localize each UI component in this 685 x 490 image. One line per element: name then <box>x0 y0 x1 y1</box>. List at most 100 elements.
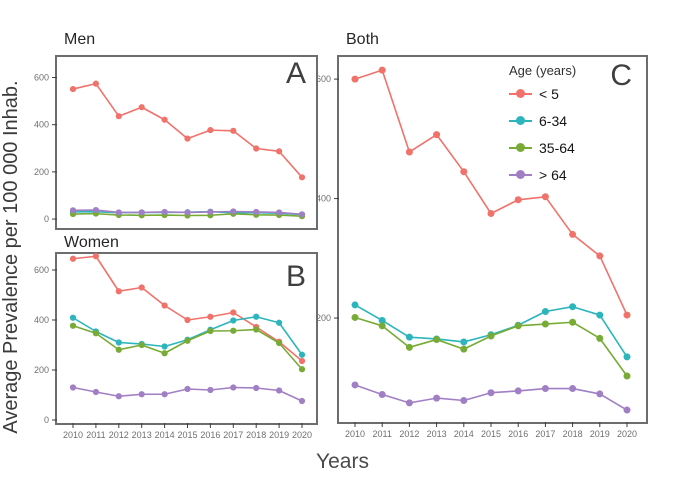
data-point <box>138 391 145 398</box>
y-tick: 400 <box>34 120 57 130</box>
data-point <box>115 209 122 216</box>
data-point <box>351 301 359 309</box>
both-series-3 <box>351 381 631 414</box>
legend-label-35-64: 35-64 <box>539 139 575 156</box>
y-tick: 600 <box>34 265 57 275</box>
data-point <box>487 332 495 340</box>
x-tick-label: 2019 <box>269 430 289 440</box>
women-series-2 <box>69 322 306 373</box>
legend-item-over-64: > 64 <box>509 161 576 188</box>
x-tick: 2015 <box>481 422 501 439</box>
data-point <box>460 338 468 346</box>
women-series-3 <box>69 384 306 405</box>
data-point <box>487 210 495 218</box>
y-tick: 200 <box>34 365 57 375</box>
panel-title-men: Men <box>64 31 96 48</box>
data-point <box>541 385 549 393</box>
x-tick: 2011 <box>373 422 392 439</box>
data-point <box>596 390 604 398</box>
data-point <box>161 343 168 350</box>
legend-item-6-34: 6-34 <box>509 107 576 134</box>
data-point <box>541 320 549 328</box>
data-point <box>351 75 359 83</box>
y-tick-label: 600 <box>34 73 49 83</box>
data-point <box>207 127 214 134</box>
data-point <box>596 334 604 342</box>
x-tick-label: 2012 <box>399 429 419 439</box>
data-point <box>541 307 549 315</box>
data-point <box>69 322 77 329</box>
x-tick-label: 2016 <box>200 430 220 440</box>
data-point <box>623 372 631 380</box>
data-point <box>569 230 577 238</box>
data-point <box>351 381 359 389</box>
data-point <box>276 387 283 394</box>
men-series-0 <box>69 80 306 181</box>
x-tick: 2014 <box>454 422 474 439</box>
x-tick-label: 2014 <box>155 430 175 440</box>
data-point <box>138 209 145 216</box>
x-tick-label: 2014 <box>454 429 474 439</box>
x-tick: 2013 <box>132 423 152 440</box>
data-point <box>230 327 237 334</box>
y-tick-label: 200 <box>34 365 49 375</box>
data-point <box>184 337 191 344</box>
panel-letter-a: A <box>285 57 306 90</box>
data-point <box>405 148 413 156</box>
data-point <box>184 209 191 216</box>
panel-women-box: 0 200 400 600 2010 2011 2012 2013 2014 2015 2016 20… <box>34 252 318 440</box>
y-tick: 600 <box>316 74 339 84</box>
y-tick-label: 200 <box>34 167 49 177</box>
both-plot: 200 400 600 2010 2011 2012 2013 2014 2015 2016 201… <box>316 66 637 439</box>
data-point <box>623 406 631 414</box>
data-point <box>230 208 237 215</box>
legend-label-under-5: < 5 <box>539 85 559 102</box>
data-point <box>378 66 386 74</box>
data-point <box>92 253 99 260</box>
x-axis-title: Years <box>316 450 369 473</box>
men-series-3 <box>69 206 306 218</box>
legend-label-6-34: 6-34 <box>539 112 568 129</box>
data-point <box>276 209 283 216</box>
data-point <box>115 393 122 400</box>
data-point <box>69 85 77 93</box>
data-point <box>569 303 577 311</box>
data-point <box>487 389 495 397</box>
x-tick-label: 2018 <box>246 430 266 440</box>
data-point <box>351 313 359 321</box>
panel-letter-b: B <box>285 260 306 293</box>
data-point <box>207 386 214 394</box>
data-point <box>433 336 441 344</box>
data-point <box>115 346 122 353</box>
data-point <box>161 116 168 123</box>
y-tick: 600 <box>34 73 57 83</box>
x-tick-label: 2010 <box>63 430 83 440</box>
data-point <box>161 208 168 216</box>
data-point <box>378 316 386 324</box>
x-tick-label: 2020 <box>292 430 312 440</box>
data-point <box>92 330 99 337</box>
x-tick: 2018 <box>563 422 583 439</box>
data-point <box>69 384 77 391</box>
x-tick: 2010 <box>345 422 365 439</box>
data-point <box>596 311 604 319</box>
data-point <box>207 208 214 216</box>
panel-title-both: Both <box>346 31 379 48</box>
x-tick: 2017 <box>535 422 555 439</box>
data-point <box>514 196 522 204</box>
x-tick: 2016 <box>200 423 220 440</box>
data-point <box>298 174 306 181</box>
legend-item-under-5: < 5 <box>509 80 576 107</box>
data-point <box>253 145 260 152</box>
data-point <box>92 206 99 214</box>
data-point <box>253 326 260 333</box>
data-point <box>460 345 468 353</box>
data-point <box>298 397 306 405</box>
data-point <box>276 319 283 326</box>
x-tick: 2011 <box>86 423 106 440</box>
x-tick: 2012 <box>109 423 129 440</box>
data-point <box>69 207 77 214</box>
data-point <box>541 193 549 201</box>
